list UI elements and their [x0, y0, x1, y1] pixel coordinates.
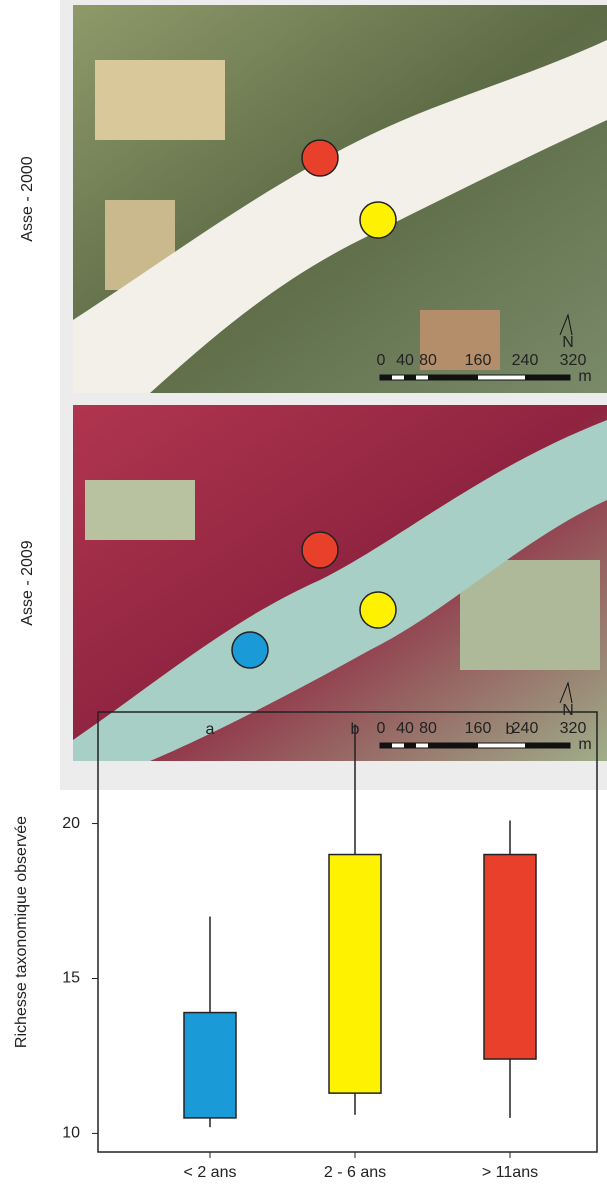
map-label: Asse - 2009 — [19, 540, 36, 625]
box — [183, 1011, 237, 1119]
y-tick-label: 20 — [62, 815, 80, 832]
north-arrow — [559, 313, 573, 336]
scale-segment — [380, 375, 392, 380]
scale-unit: m — [578, 736, 591, 753]
x-tick-label: > 11ans — [482, 1164, 538, 1181]
scale-unit: m — [578, 368, 591, 385]
y-tick-label: 15 — [62, 970, 80, 987]
scale-label: 320 — [560, 352, 587, 369]
plot-frame — [97, 711, 598, 1153]
site-marker — [359, 201, 397, 239]
field — [460, 560, 600, 670]
scale-label: 240 — [512, 352, 539, 369]
north-label: N — [562, 334, 574, 351]
river-bed — [73, 40, 607, 393]
group-label: b — [506, 721, 515, 738]
scale-label: 0 — [377, 720, 386, 737]
y-tick-label: 10 — [62, 1125, 80, 1142]
x-tick-label: < 2 ans — [184, 1164, 237, 1181]
scale-label: 160 — [465, 720, 492, 737]
site-marker — [231, 631, 269, 669]
scale-label: 240 — [512, 720, 539, 737]
field — [420, 310, 500, 370]
scale-segment — [404, 375, 416, 380]
field — [95, 60, 225, 140]
scale-label: 0 — [377, 352, 386, 369]
field — [85, 480, 195, 540]
scale-segment — [525, 375, 570, 380]
site-marker — [359, 591, 397, 629]
map-label: Asse - 2000 — [19, 156, 36, 241]
map-2009 — [73, 405, 607, 761]
north-label: N — [562, 702, 574, 719]
scale-segment — [428, 375, 478, 380]
scale-label: 80 — [419, 720, 437, 737]
x-tick-label: 2 - 6 ans — [324, 1164, 386, 1181]
scale-label: 320 — [560, 720, 587, 737]
y-axis-label: Richesse taxonomique observée — [13, 816, 30, 1048]
box — [328, 853, 382, 1094]
north-arrow — [559, 681, 573, 704]
box — [483, 853, 537, 1060]
scale-label: 80 — [419, 352, 437, 369]
scale-segment — [428, 743, 478, 748]
scale-label: 40 — [396, 720, 414, 737]
scale-label: 40 — [396, 352, 414, 369]
scale-segment — [380, 743, 392, 748]
site-marker — [301, 531, 339, 569]
scale-segment — [525, 743, 570, 748]
scale-segment — [404, 743, 416, 748]
site-marker — [301, 139, 339, 177]
map-2000 — [73, 5, 607, 393]
scale-label: 160 — [465, 352, 492, 369]
river-bed — [73, 420, 607, 761]
group-label: a — [206, 721, 215, 738]
